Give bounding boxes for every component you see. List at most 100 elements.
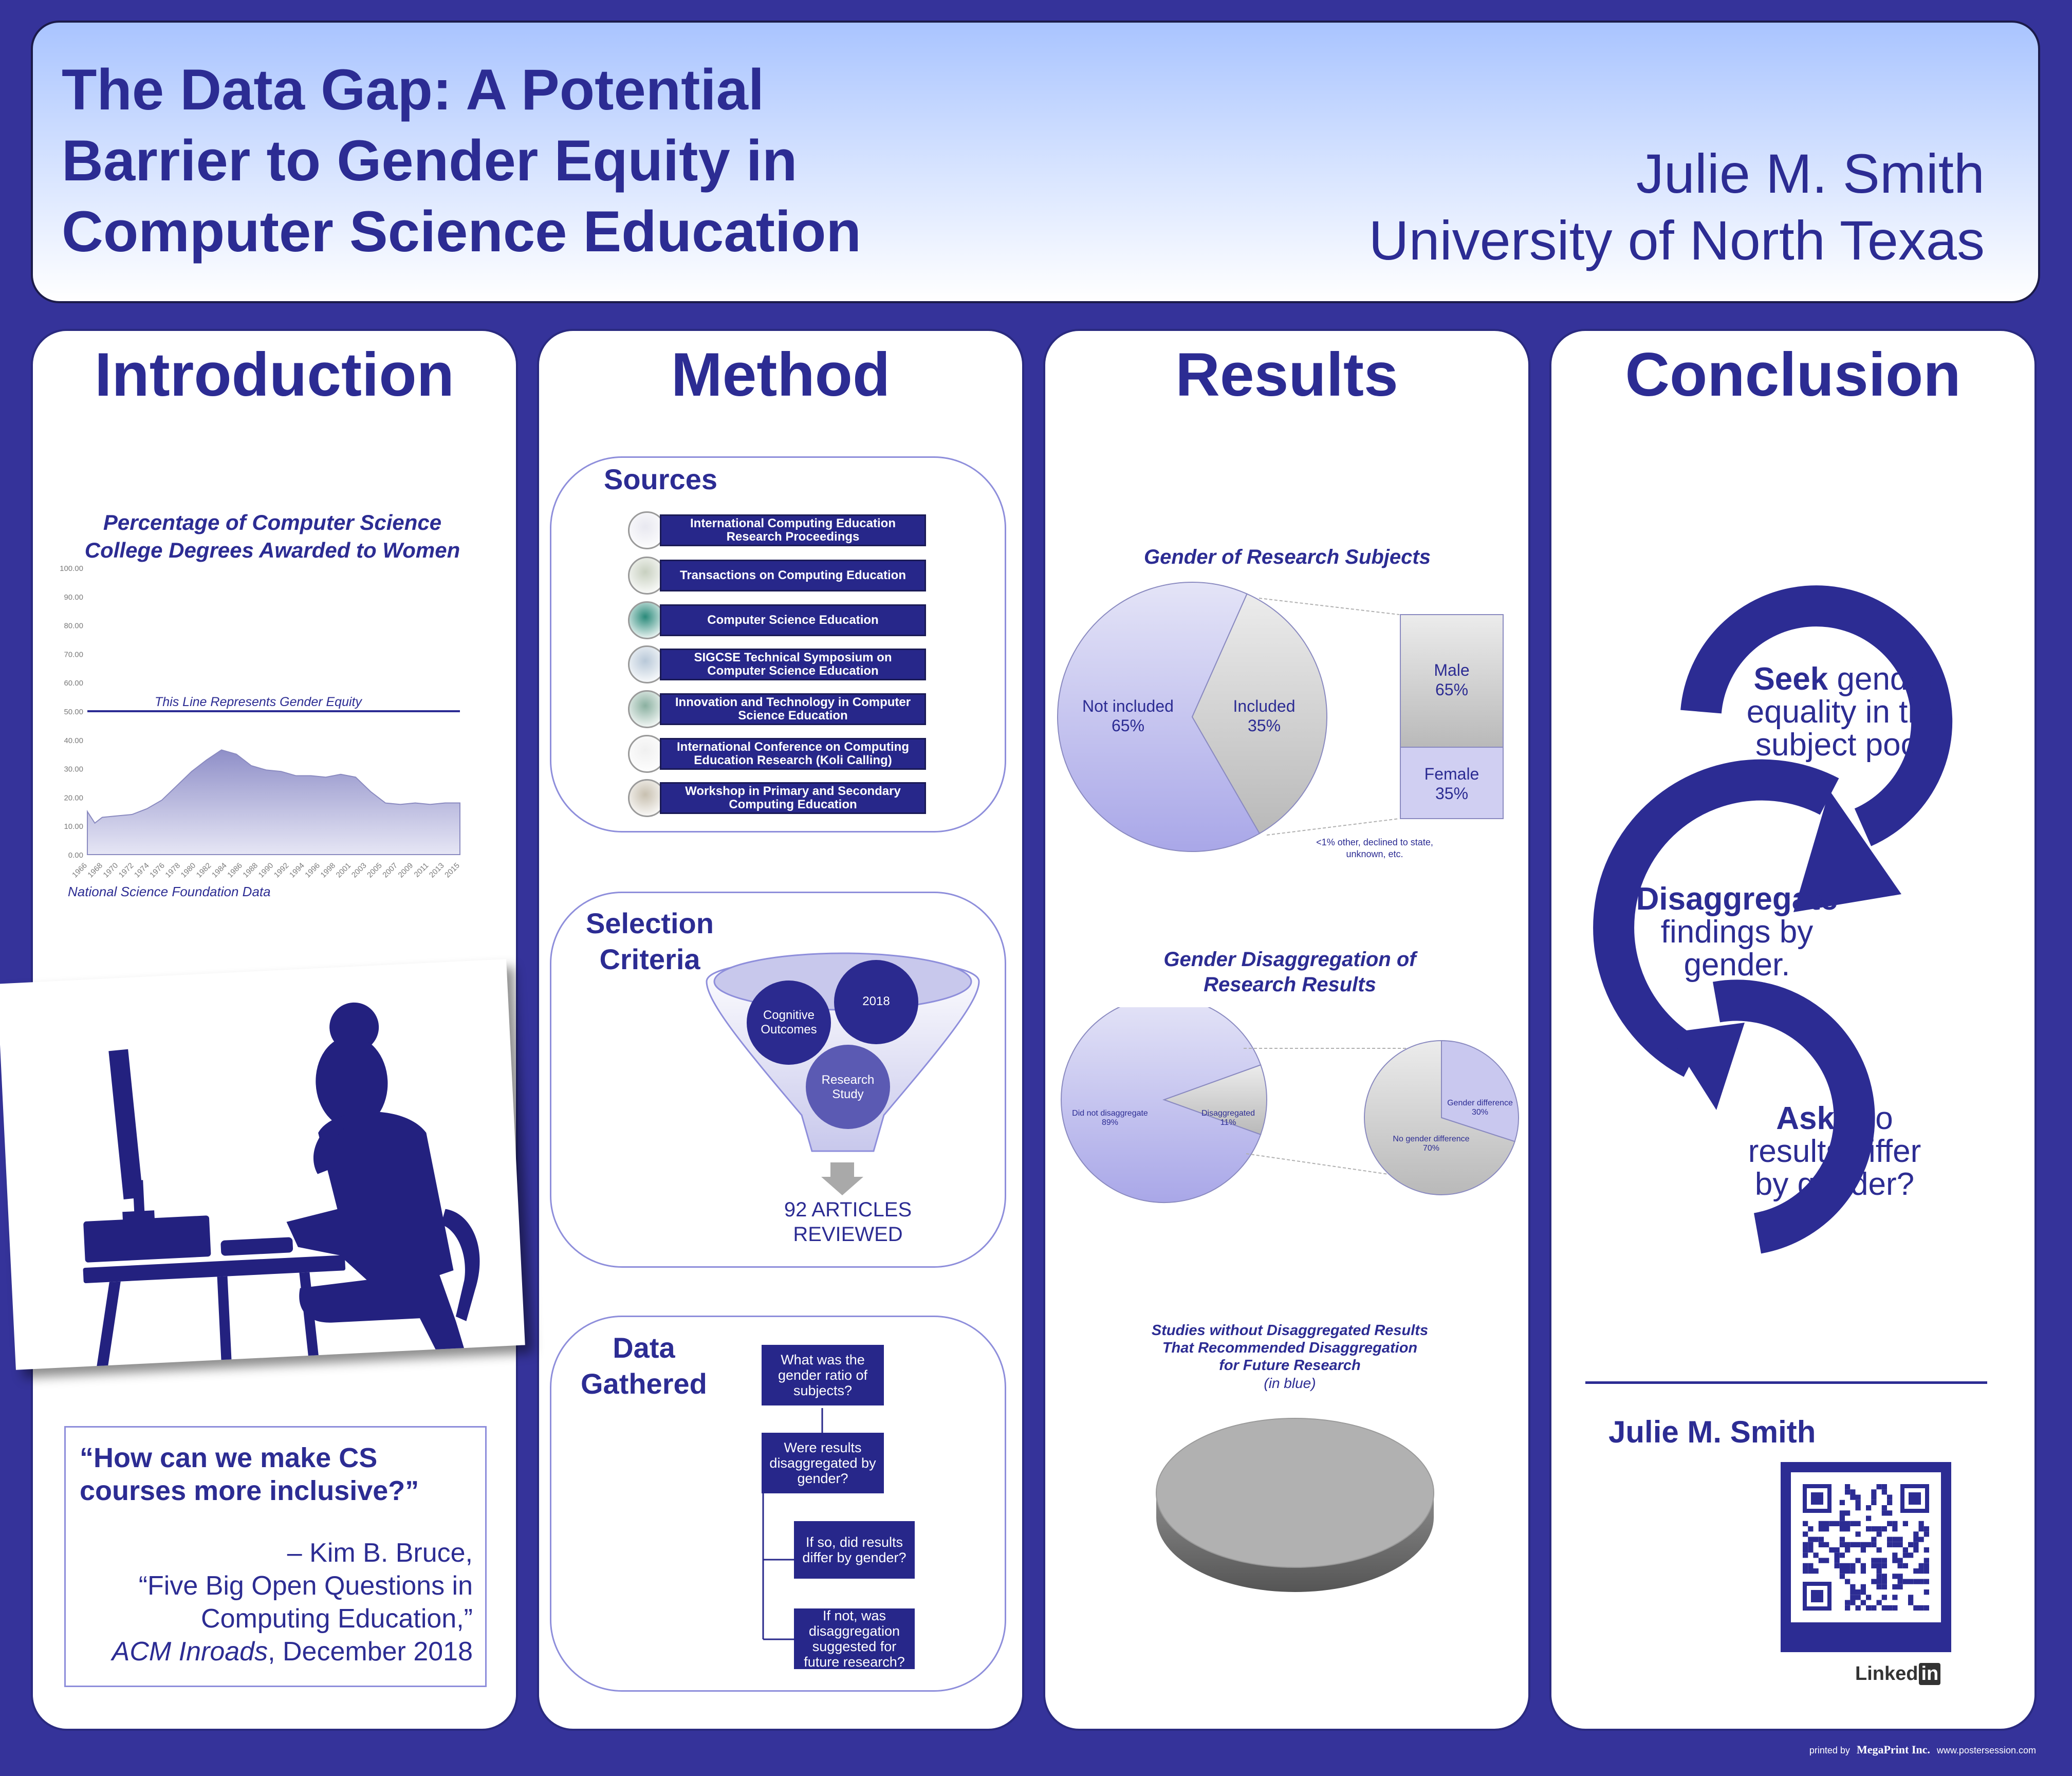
x-tick-label: 1984	[210, 861, 229, 880]
x-tick-label: 1992	[272, 861, 291, 880]
x-tick-label: 2007	[381, 861, 399, 880]
y-tick-label: 40.00	[64, 736, 83, 745]
pie-label-gender-difference: Gender difference 30%	[1447, 1099, 1513, 1117]
selection-criteria-box	[550, 892, 1006, 1268]
x-tick-label: 2013	[428, 861, 446, 880]
y-tick-label: 60.00	[64, 679, 83, 688]
chart-source-note: National Science Foundation Data	[68, 884, 271, 899]
x-tick-label: 2003	[350, 861, 368, 880]
cycle-arc-1	[1680, 585, 1953, 846]
x-tick-label: 1982	[195, 861, 213, 880]
criteria-circle-cognitive	[747, 980, 831, 1065]
down-arrow-icon	[821, 1162, 863, 1195]
step-disaggregate: Disaggregate findings by gender.	[1636, 881, 1838, 983]
source-item: International Computing Education Resear…	[628, 511, 926, 549]
y-tick-label: 20.00	[64, 793, 83, 802]
x-tick-label: 2011	[413, 861, 431, 879]
selection-criteria-heading: Selection Criteria	[586, 907, 714, 975]
y-tick-label: 0.00	[68, 851, 83, 860]
conclusion-divider	[1585, 1381, 1987, 1384]
x-tick-label: 1990	[257, 861, 275, 880]
recommended-disaggregation-3d-pie	[1156, 1418, 1434, 1592]
conclusion-heading: Conclusion	[1625, 340, 1961, 409]
y-tick-label: 80.00	[64, 622, 83, 631]
x-tick-label: 2005	[365, 861, 384, 880]
illustration-card	[0, 959, 525, 1371]
cycle-arrow-2-icon	[1668, 1023, 1745, 1110]
title-banner	[31, 21, 2040, 303]
pie-slice	[1162, 1064, 1267, 1136]
quote-attribution: – Kim B. Bruce, “Five Big Open Questions…	[112, 1538, 473, 1667]
y-tick-label: 50.00	[64, 708, 83, 716]
recommended-disaggregation-chart-title: Studies without Disaggregated Results Th…	[1151, 1322, 1429, 1374]
poster-title-line-3: Computer Science Education	[62, 199, 861, 264]
conclusion-author-name: Julie M. Smith	[1608, 1415, 1816, 1449]
area-chart-title: Percentage of Computer Science College D…	[84, 510, 460, 562]
linkedin-logo[interactable]: Linked in	[1855, 1663, 1941, 1685]
method-heading: Method	[671, 340, 891, 409]
x-tick-label: 1994	[288, 861, 306, 880]
criteria-label-2018: 2018	[862, 994, 890, 1008]
pie-label-included: Included 35%	[1233, 697, 1296, 735]
women-cs-degrees-area-chart: 100.00 90.00 80.00 70.00 60.00 50.00 40.00 30.0…	[60, 564, 461, 880]
source-item: Workshop in Primary and Secondary Comput…	[628, 779, 926, 817]
source-label: Workshop in Primary and Secondary Comput…	[660, 782, 926, 814]
questions-connector-lines	[762, 1408, 823, 1640]
bar-segment	[1400, 614, 1504, 748]
chart-note-in-blue: (in blue)	[1264, 1375, 1316, 1391]
quote-box	[64, 1426, 487, 1687]
source-item: Computer Science Education	[628, 601, 926, 639]
x-tick-label: 1974	[133, 861, 151, 880]
linkedin-in-icon: in	[1919, 1663, 1941, 1685]
source-label: Transactions on Computing Education	[660, 560, 926, 591]
x-tick-label: 2015	[443, 861, 461, 880]
cycle-arrow-1-icon	[1793, 790, 1901, 912]
source-item: Innovation and Technology in Computer Sc…	[628, 690, 926, 728]
linkedin-qr-code[interactable]	[1803, 1484, 1929, 1611]
cycle-arc-3	[1713, 979, 1875, 1254]
y-tick-label: 30.00	[64, 765, 83, 774]
x-tick-label: 2001	[335, 861, 353, 880]
x-tick-label: 1968	[86, 861, 104, 880]
x-tick-label: 2009	[397, 861, 415, 880]
cycle-arc-2	[1593, 759, 1839, 1077]
bar-segment	[1400, 747, 1504, 819]
step-seek-equality: Seek gender equality in the subject pool…	[1746, 661, 1944, 763]
gender-subjects-pie-chart	[1057, 582, 1504, 852]
recommendations-cycle-diagram	[1593, 585, 1953, 1254]
source-item: SIGCSE Technical Symposium on Computer S…	[628, 645, 926, 683]
quote-text: “How can we make CS courses more inclusi…	[80, 1442, 419, 1506]
bar-label-male: Male 65%	[1434, 661, 1470, 699]
x-tick-label: 1966	[70, 861, 89, 880]
author-affiliation: University of North Texas	[1368, 209, 1985, 271]
pie-label-disaggregated: Disaggregated 11%	[1201, 1109, 1255, 1127]
source-item: International Conference on Computing Ed…	[628, 735, 926, 773]
x-tick-label: 1970	[102, 861, 120, 880]
question-gender-ratio: What was the gender ratio of subjects?	[762, 1345, 884, 1405]
journal-cover-icon	[628, 779, 666, 817]
source-label: Computer Science Education	[660, 604, 926, 636]
pie-slice	[1057, 582, 1261, 852]
question-disaggregation-suggested: If not, was disaggregation suggested for…	[794, 1608, 915, 1670]
pie-label-not-included: Not included 65%	[1082, 697, 1174, 735]
y-tick-label: 90.00	[64, 593, 83, 602]
question-results-differ: If so, did results differ by gender?	[794, 1521, 915, 1579]
printer-credit: printed by MegaPrint Inc. www.postersess…	[1809, 1743, 2036, 1756]
question-disaggregated: Were results disaggregated by gender?	[762, 1433, 884, 1493]
disaggregation-pie-of-pie-chart	[1061, 1007, 1519, 1203]
selection-funnel-diagram	[706, 952, 980, 1152]
other-gender-note: <1% other, declined to state, unknown, e…	[1316, 837, 1433, 859]
poster-title-line-1: The Data Gap: A Potential	[62, 58, 764, 122]
criteria-label-cognitive: Cognitive Outcomes	[761, 1008, 817, 1037]
source-label: International Computing Education Resear…	[660, 514, 926, 546]
journal-cover-icon	[628, 645, 666, 683]
area-series	[87, 749, 460, 855]
x-tick-label: 1976	[148, 861, 166, 880]
pie-slice	[1364, 1040, 1515, 1195]
x-tick-label: 1988	[241, 861, 260, 880]
source-label: Innovation and Technology in Computer Sc…	[660, 693, 926, 725]
author-name: Julie M. Smith	[1636, 142, 1985, 205]
criteria-circle-2018	[834, 960, 918, 1044]
data-gathered-heading: Data Gathered	[581, 1331, 707, 1400]
x-tick-label: 1996	[303, 861, 322, 880]
